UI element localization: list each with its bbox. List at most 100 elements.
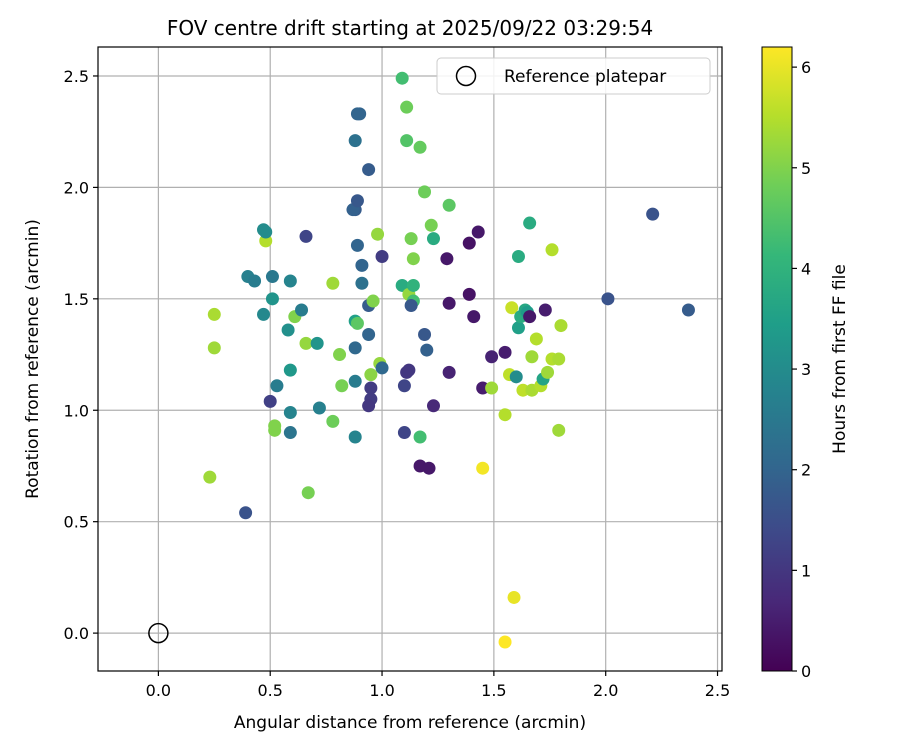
scatter-point (326, 276, 340, 290)
chart-title: FOV centre drift starting at 2025/09/22 … (167, 16, 653, 40)
scatter-point (364, 368, 378, 382)
scatter-point (259, 225, 273, 239)
scatter-point (239, 506, 253, 520)
scatter-point (681, 303, 695, 317)
scatter-point (263, 394, 277, 408)
scatter-point (310, 336, 324, 350)
scatter-point (362, 399, 376, 413)
legend-marker (455, 65, 477, 87)
scatter-point (207, 307, 221, 321)
scatter-point (366, 294, 380, 308)
scatter-point (418, 185, 432, 199)
scatter-point (295, 303, 309, 317)
scatter-point (646, 207, 660, 221)
scatter-point (355, 258, 369, 272)
scatter-point (505, 301, 519, 315)
scatter-point (529, 332, 543, 346)
scatter-point (395, 71, 409, 85)
scatter-point (404, 299, 418, 313)
y-tick-label: 1.5 (64, 290, 89, 309)
scatter-point (350, 316, 364, 330)
scatter-point (516, 383, 530, 397)
scatter-point (400, 134, 414, 148)
scatter-point (545, 243, 559, 257)
scatter-point (375, 249, 389, 263)
scatter-point (498, 345, 512, 359)
scatter-point (406, 252, 420, 266)
scatter-point (511, 321, 525, 335)
scatter-point (350, 238, 364, 252)
scatter-point (413, 140, 427, 154)
scatter-point (442, 365, 456, 379)
scatter-point (259, 234, 273, 248)
scatter-point (476, 461, 490, 475)
scatter-point (355, 276, 369, 290)
scatter-point (257, 307, 271, 321)
scatter-point (426, 399, 440, 413)
scatter-point (299, 336, 313, 350)
scatter-point (265, 270, 279, 284)
scatter-point (442, 198, 456, 212)
y-tick-label: 0.0 (64, 624, 89, 643)
scatter-point (601, 292, 615, 306)
scatter-point (511, 249, 525, 263)
colorbar-label: Hours from first FF file (830, 264, 850, 454)
scatter-point (485, 350, 499, 364)
y-tick-label: 2.5 (64, 67, 89, 86)
scatter-point (406, 278, 420, 292)
y-axis-label: Rotation from reference (arcmin) (23, 219, 43, 499)
colorbar-tick-label: 2 (801, 461, 811, 480)
scatter-point (283, 274, 297, 288)
x-tick-label: 0.0 (146, 681, 171, 700)
scatter-point (541, 365, 555, 379)
y-tick-label: 0.5 (64, 513, 89, 532)
y-tick-label: 1.0 (64, 401, 89, 420)
scatter-point (471, 225, 485, 239)
scatter-point (371, 227, 385, 241)
scatter-point (301, 486, 315, 500)
y-axis-ticks: 0.0 0.5 1.0 1.5 2.0 2.5 (64, 67, 98, 643)
scatter-point (203, 470, 217, 484)
colorbar (761, 46, 793, 672)
x-tick-label: 2.0 (593, 681, 618, 700)
scatter-point (523, 310, 537, 324)
legend-label: Reference platepar (504, 67, 666, 87)
scatter-point (299, 229, 313, 243)
scatter-point (426, 232, 440, 246)
scatter-point (476, 381, 490, 395)
x-tick-label: 0.5 (257, 681, 282, 700)
reference-marker-layer (148, 622, 169, 644)
scatter-point (265, 292, 279, 306)
scatter-point (348, 134, 362, 148)
scatter-point (364, 381, 378, 395)
scatter-point (362, 163, 376, 177)
scatter-point (248, 274, 262, 288)
scatter-point (523, 216, 537, 230)
x-axis-ticks: 0.0 0.5 1.0 1.5 2.0 2.5 (146, 671, 730, 700)
plot-frame (97, 46, 723, 672)
colorbar-tick-label: 6 (801, 58, 811, 77)
scatter-point (283, 405, 297, 419)
scatter-point (283, 426, 297, 440)
x-tick-label: 1.5 (481, 681, 506, 700)
x-axis-label: Angular distance from reference (arcmin) (234, 713, 586, 733)
scatter-point (498, 635, 512, 649)
colorbar-ticks: 0 1 2 3 4 5 6 (792, 58, 811, 681)
scatter-point (397, 426, 411, 440)
scatter-point (281, 323, 295, 337)
scatter-point (400, 100, 414, 114)
legend: Reference platepar (436, 57, 711, 95)
scatter-point (335, 379, 349, 393)
scatter-point (268, 423, 282, 437)
scatter-point (538, 303, 552, 317)
reference-platepar-marker (148, 622, 169, 644)
scatter-point (375, 361, 389, 375)
scatter-point (350, 194, 364, 208)
scatter-point (207, 341, 221, 355)
colorbar-tick-label: 4 (801, 259, 811, 278)
scatter-point (467, 310, 481, 324)
scatter-point (507, 590, 521, 604)
scatter-point (283, 363, 297, 377)
y-tick-label: 2.0 (64, 178, 89, 197)
